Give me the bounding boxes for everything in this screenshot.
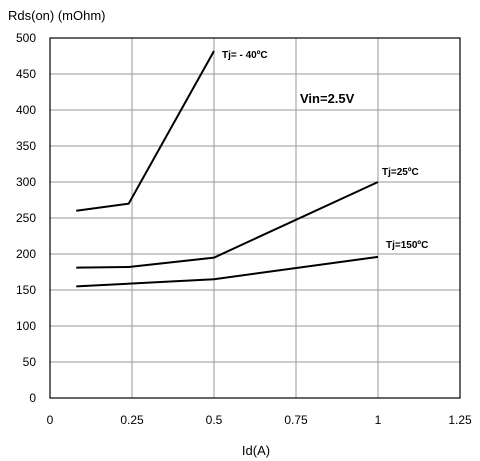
- y-tick-label: 350: [16, 139, 36, 153]
- x-tick-label: 0.25: [120, 413, 144, 427]
- x-tick-label: 1: [375, 413, 382, 427]
- series-lines: [76, 50, 379, 288]
- series-line: [76, 181, 379, 269]
- y-tick-label: 200: [16, 247, 36, 261]
- plot-frame: [49, 37, 461, 399]
- vin-annotation: Vin=2.5V: [300, 91, 355, 106]
- y-tick-label: 100: [16, 319, 36, 333]
- y-axis-label: Rds(on) (mOhm): [8, 8, 106, 23]
- series-label: Tj= - 40ºC: [222, 50, 268, 61]
- series-label: Tj=150ºC: [386, 240, 428, 251]
- y-tick-label: 50: [23, 355, 37, 369]
- y-tick-label: 250: [16, 211, 36, 225]
- y-tick-label: 0: [29, 391, 36, 405]
- y-tick-label: 400: [16, 103, 36, 117]
- series-line: [76, 50, 215, 212]
- tick-labels: 0 0.25 0.5 0.75 1 1.25 0 50 100 150 200 250 300 350 40…: [16, 31, 472, 427]
- x-axis-label: Id(A): [242, 443, 270, 458]
- grid-lines: [50, 38, 460, 398]
- y-tick-label: 500: [16, 31, 36, 45]
- plot-border: [49, 37, 461, 399]
- x-tick-label: 0: [47, 413, 54, 427]
- series-label: Tj=25ºC: [382, 167, 419, 178]
- x-tick-label: 0.75: [284, 413, 308, 427]
- y-tick-label: 300: [16, 175, 36, 189]
- series-line: [76, 255, 379, 288]
- y-tick-label: 450: [16, 67, 36, 81]
- x-tick-label: 1.25: [448, 413, 472, 427]
- x-tick-label: 0.5: [206, 413, 223, 427]
- series-labels: Tj= - 40ºC Tj=25ºC Tj=150ºC: [222, 50, 428, 251]
- y-tick-label: 150: [16, 283, 36, 297]
